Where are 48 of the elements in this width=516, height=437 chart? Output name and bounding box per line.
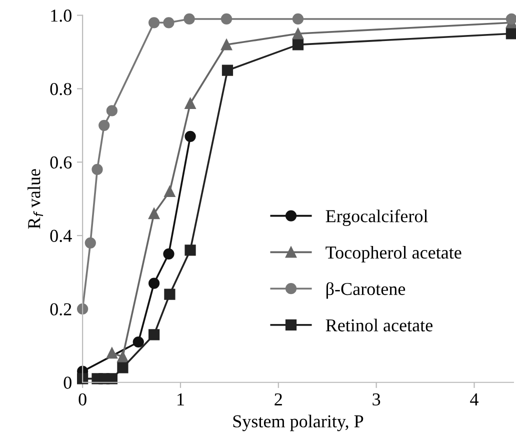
y-tick-label: 1.0 <box>51 10 72 22</box>
point <box>164 288 176 300</box>
point <box>98 120 110 131</box>
x-tick-label: 1 <box>178 393 184 406</box>
point <box>164 186 176 198</box>
point <box>117 362 128 374</box>
point <box>184 13 195 25</box>
point <box>292 39 304 50</box>
point <box>163 248 174 260</box>
point <box>132 336 144 348</box>
point <box>220 39 232 50</box>
point <box>506 13 516 25</box>
y-tick-label: 0.4 <box>50 230 72 242</box>
point <box>117 351 128 362</box>
point <box>77 373 88 384</box>
point <box>220 13 232 25</box>
point <box>148 278 160 289</box>
point <box>106 105 118 116</box>
legend-label: Ergocalciferol <box>326 209 428 226</box>
point <box>106 347 118 359</box>
point <box>184 130 196 142</box>
point <box>77 303 88 315</box>
point <box>292 13 304 25</box>
point <box>222 64 234 76</box>
point <box>106 373 118 384</box>
point <box>148 208 160 220</box>
point <box>292 28 304 40</box>
x-tick-label: 2 <box>274 393 282 406</box>
legend-label: Retinol acetate <box>326 318 432 332</box>
y-tick-label: 0.2 <box>50 303 72 316</box>
point <box>148 329 160 340</box>
point <box>84 237 96 248</box>
x-axis-title: System polarity, P <box>233 414 364 432</box>
y-tick-label: 0 <box>64 376 72 389</box>
x-tick-label: 4 <box>470 393 478 406</box>
point <box>506 28 516 40</box>
x-tick-label: 0 <box>78 393 86 406</box>
y-axis-title: R$_{f}$ value <box>28 169 44 229</box>
y-tick-label: 0.8 <box>50 82 72 96</box>
point <box>163 17 174 28</box>
legend-label: β-Carotene <box>326 282 406 299</box>
legend-label: Tocopherol acetate <box>326 246 462 262</box>
x-tick-label: 3 <box>372 393 380 406</box>
point <box>184 98 196 109</box>
point <box>92 164 103 176</box>
y-tick-label: 0.6 <box>50 156 72 169</box>
point <box>184 244 196 256</box>
point <box>148 17 160 28</box>
